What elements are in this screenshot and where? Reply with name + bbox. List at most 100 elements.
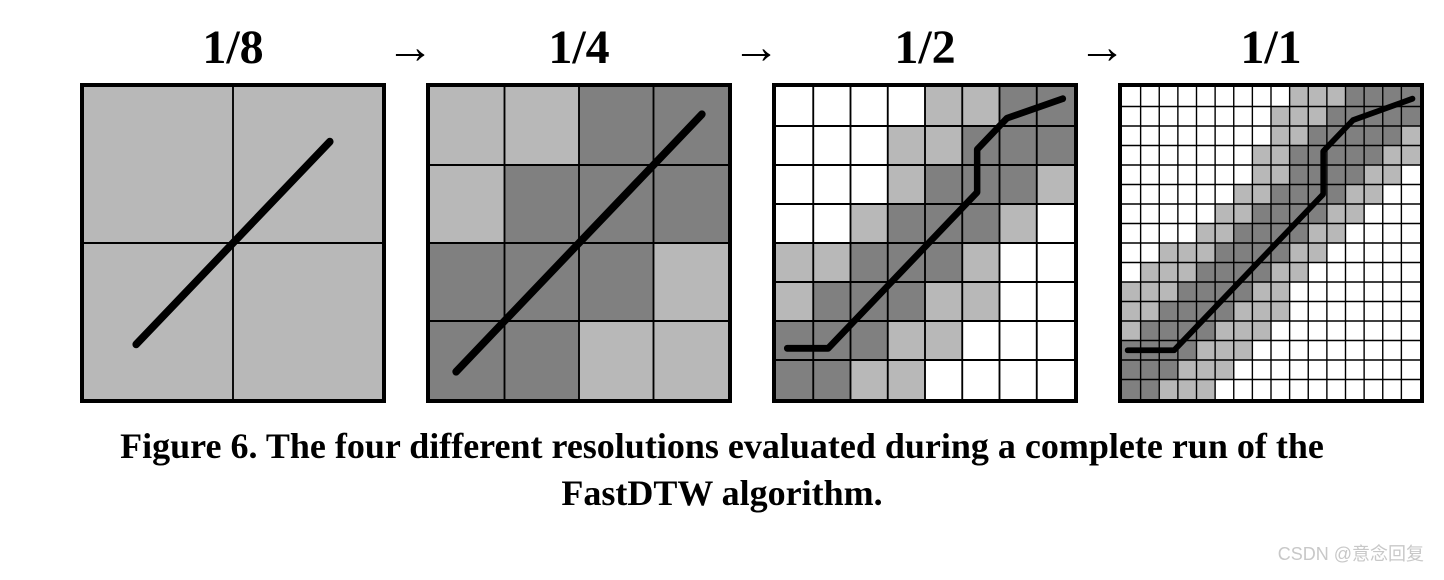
grid-cell xyxy=(1159,224,1178,244)
grid-cell xyxy=(962,87,999,126)
grid-cell xyxy=(579,87,654,165)
grid-cell xyxy=(1141,107,1160,127)
grid-cell xyxy=(1308,380,1327,400)
resolution-label: 1/8 xyxy=(80,20,386,75)
grid-cell xyxy=(1000,165,1037,204)
grid-cell xyxy=(1290,146,1309,166)
arrow-icon: → xyxy=(732,20,772,75)
grid-cell xyxy=(1159,263,1178,283)
grid-cell xyxy=(1364,243,1383,263)
grid-cell xyxy=(1383,302,1402,322)
grid-cell xyxy=(888,204,925,243)
grid-cell xyxy=(1122,321,1141,341)
grid-cell xyxy=(1364,185,1383,205)
grid-cell xyxy=(1290,263,1309,283)
grid-cell xyxy=(1364,341,1383,361)
grid-cell xyxy=(1197,341,1216,361)
grid-cell xyxy=(1327,165,1346,185)
grid-cell xyxy=(1178,380,1197,400)
watermark: CSDN @意念回复 xyxy=(1278,540,1424,566)
grid-cell xyxy=(1364,126,1383,146)
grid-cell xyxy=(1234,107,1253,127)
grid-cell xyxy=(1215,263,1234,283)
grid-cell xyxy=(1327,321,1346,341)
grid-cell xyxy=(654,321,729,399)
grid-cell xyxy=(813,282,850,321)
grid-cell xyxy=(851,126,888,165)
grid-cell xyxy=(1178,126,1197,146)
grid-cell xyxy=(1234,224,1253,244)
grid-cell xyxy=(1401,107,1420,127)
grid-cell xyxy=(1308,282,1327,302)
grid-cell xyxy=(1159,185,1178,205)
grid-cell xyxy=(1159,321,1178,341)
grid-cell xyxy=(776,204,813,243)
grid-cell xyxy=(1401,126,1420,146)
grid-cell xyxy=(1197,380,1216,400)
grid-cell xyxy=(1122,263,1141,283)
grid-cell xyxy=(1346,282,1365,302)
grid-cell xyxy=(1178,107,1197,127)
grid-cell xyxy=(579,243,654,321)
grid-cell xyxy=(1401,243,1420,263)
grid-cell xyxy=(962,321,999,360)
grid-cell xyxy=(1234,243,1253,263)
grid-cell xyxy=(1037,282,1074,321)
grid-cell xyxy=(1327,360,1346,380)
grid-cell xyxy=(233,243,382,399)
grid-cell xyxy=(925,165,962,204)
grid-cell xyxy=(1327,380,1346,400)
grid-cell xyxy=(1271,107,1290,127)
grid-cell xyxy=(1290,165,1309,185)
grid-cell xyxy=(1271,360,1290,380)
grid-cell xyxy=(1197,146,1216,166)
resolution-label: 1/4 xyxy=(426,20,732,75)
grid-cell xyxy=(1197,282,1216,302)
grid-cell xyxy=(1037,165,1074,204)
grid-cell xyxy=(888,360,925,399)
grid-cell xyxy=(1159,165,1178,185)
grid-cell xyxy=(1000,243,1037,282)
grid-cell xyxy=(84,87,233,243)
grid-cell xyxy=(1346,165,1365,185)
grid-cell xyxy=(579,321,654,399)
grid-cell xyxy=(1252,380,1271,400)
grid-cell xyxy=(1178,243,1197,263)
grid-cell xyxy=(1141,87,1160,107)
grid-cell xyxy=(1215,165,1234,185)
grid-cell xyxy=(1346,224,1365,244)
grid-cell xyxy=(1290,360,1309,380)
grid-cell xyxy=(1037,321,1074,360)
grid-cell xyxy=(1178,185,1197,205)
grid-cell xyxy=(1037,360,1074,399)
grid-cell xyxy=(1141,321,1160,341)
grid-cell xyxy=(888,87,925,126)
grid-cell xyxy=(962,360,999,399)
grid-cell xyxy=(1159,204,1178,224)
grid-cell xyxy=(1346,360,1365,380)
grid-cell xyxy=(505,321,580,399)
grid-cell xyxy=(1271,302,1290,322)
grid-cell xyxy=(1178,360,1197,380)
grid-cell xyxy=(1290,185,1309,205)
grid-cell xyxy=(1252,302,1271,322)
grid-cell xyxy=(1122,243,1141,263)
grid-cell xyxy=(505,87,580,165)
grid-cell xyxy=(430,87,505,165)
grid-cell xyxy=(1383,185,1402,205)
grid-cell xyxy=(1271,165,1290,185)
grid-cell xyxy=(1383,321,1402,341)
grid-cell xyxy=(1327,107,1346,127)
grid-cell xyxy=(1383,263,1402,283)
grid-cell xyxy=(1141,165,1160,185)
grid-cell xyxy=(851,321,888,360)
grid-cell xyxy=(1141,380,1160,400)
grid-cell xyxy=(1159,146,1178,166)
grid-cell xyxy=(1234,146,1253,166)
grid-cell xyxy=(776,165,813,204)
grid-cell xyxy=(888,126,925,165)
grid-cell xyxy=(1159,87,1178,107)
grid-cell xyxy=(1141,204,1160,224)
grid-cell xyxy=(1271,87,1290,107)
grid-cell xyxy=(1290,126,1309,146)
